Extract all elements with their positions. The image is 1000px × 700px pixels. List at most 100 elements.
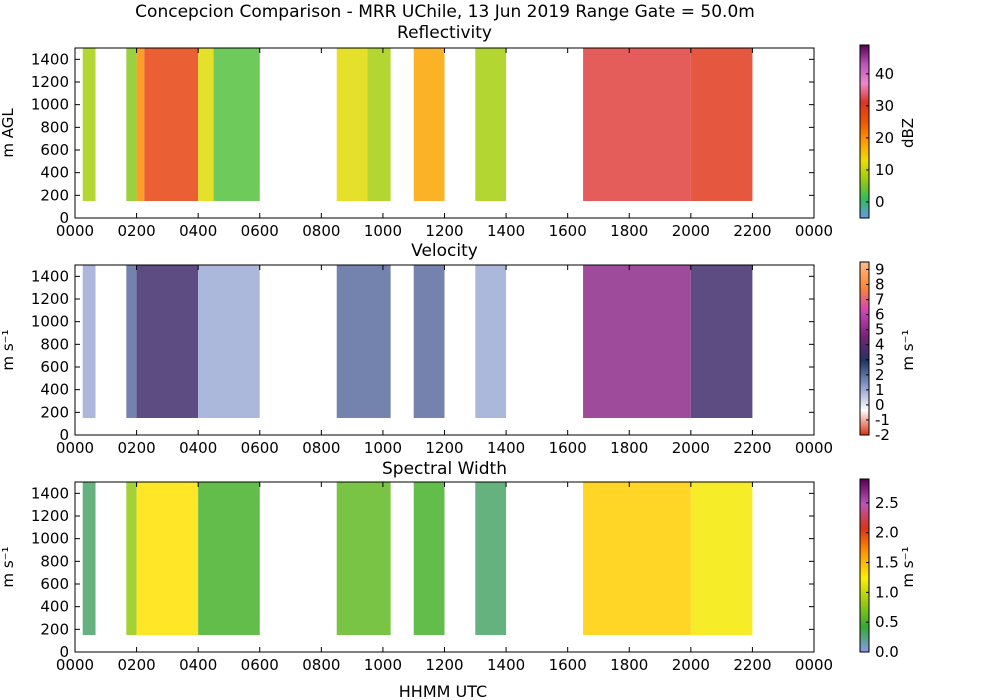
y-tick-label: 200 [40,403,69,421]
x-tick-label: 1600 [549,439,587,457]
colorbar-tick-label: -2 [875,426,890,444]
colorbar-tick-label: 0.5 [875,613,899,631]
colorbar-tick-label: -1 [875,411,890,429]
x-tick-label: 0800 [302,656,340,674]
y-tick-label: 800 [40,118,69,136]
x-tick-label: 1400 [487,222,525,240]
y-tick-label: 800 [40,552,69,570]
y-tick-label: 1200 [31,507,69,525]
echo-region [82,482,96,635]
echo-region [213,48,260,201]
echo-region [198,265,260,418]
x-tick-label: 1800 [610,439,648,457]
echo-region [136,48,145,201]
echo-region [690,48,753,201]
echo-region [413,482,445,635]
panel-title: Velocity [411,241,478,261]
x-tick-label: 1200 [425,656,463,674]
echo-region [413,48,445,201]
colorbar-tick-label: 1.5 [875,554,899,572]
y-tick-label: 600 [40,358,69,376]
echo-region [136,482,199,635]
colorbar-tick-label: 40 [875,65,894,83]
y-tick-label: 200 [40,620,69,638]
x-tick-label: 1800 [610,656,648,674]
colorbar-tick-label: 0.0 [875,643,899,661]
echo-region [82,265,96,418]
colorbar-tick-label: 2.0 [875,524,899,542]
y-tick-label: 200 [40,186,69,204]
x-tick-label: 2000 [672,439,710,457]
colorbar-tick-label: 2.5 [875,494,899,512]
x-tick-label: 0800 [302,439,340,457]
x-tick-label: 2000 [672,656,710,674]
colorbar-label: m s⁻¹ [899,546,917,587]
y-tick-label: 1400 [31,50,69,68]
echo-region [126,265,137,418]
x-tick-label: 0200 [117,439,155,457]
x-tick-label: 0600 [241,439,279,457]
echo-region [475,482,507,635]
panel-title: Spectral Width [382,459,507,479]
echo-region [413,265,445,418]
colorbar-tick-label: 8 [875,276,885,294]
y-tick-label: 1400 [31,484,69,502]
x-tick-label: 1000 [364,222,402,240]
colorbar-tick-label: 1.0 [875,583,899,601]
colorbar-label: dBZ [899,118,917,148]
echo-regions [82,482,753,635]
x-tick-label: 0000 [795,656,833,674]
colorbar-tick-label: 5 [875,321,885,339]
y-tick-label: 1400 [31,267,69,285]
x-tick-label: 0600 [241,222,279,240]
echo-region [126,482,137,635]
echo-region [144,48,199,201]
panel-title: Reflectivity [397,23,492,43]
echo-region [198,48,214,201]
y-axis-label: m s⁻¹ [0,329,17,370]
y-tick-label: 0 [59,643,69,661]
x-tick-label: 1200 [425,222,463,240]
x-tick-label: 0000 [56,656,94,674]
x-tick-label: 1000 [364,656,402,674]
x-tick-label: 2000 [672,222,710,240]
colorbar [859,261,870,436]
colorbar-tick-label: 0 [875,396,885,414]
x-tick-label: 2200 [733,656,771,674]
colorbar-label: m s⁻¹ [899,329,917,370]
x-tick-label: 1400 [487,656,525,674]
x-tick-label: 0200 [117,656,155,674]
colorbar-tick-label: 10 [875,161,894,179]
x-tick-label: 2200 [733,439,771,457]
x-tick-label: 0400 [179,656,217,674]
colorbar [859,44,870,219]
y-tick-label: 1000 [31,96,69,114]
y-tick-label: 0 [59,209,69,227]
echo-region [136,265,199,418]
colorbar-tick-label: 1 [875,381,885,399]
x-tick-label: 0400 [179,439,217,457]
x-tick-label: 1000 [364,439,402,457]
x-tick-label: 0600 [241,656,279,674]
echo-region [126,48,137,201]
colorbar [859,478,870,653]
echo-region [475,48,507,201]
colorbar-tick-label: 20 [875,129,894,147]
echo-region [583,482,691,635]
x-tick-label: 1600 [549,222,587,240]
x-tick-label: 0000 [795,439,833,457]
y-tick-label: 1000 [31,530,69,548]
colorbar-tick-label: 4 [875,336,885,354]
y-tick-label: 400 [40,598,69,616]
echo-region [583,48,691,201]
y-tick-label: 1200 [31,290,69,308]
figure-title: Concepcion Comparison - MRR UChile, 13 J… [135,2,755,22]
x-tick-label: 0800 [302,222,340,240]
y-axis-label: m s⁻¹ [0,546,17,587]
y-tick-label: 1000 [31,313,69,331]
x-tick-label: 1400 [487,439,525,457]
